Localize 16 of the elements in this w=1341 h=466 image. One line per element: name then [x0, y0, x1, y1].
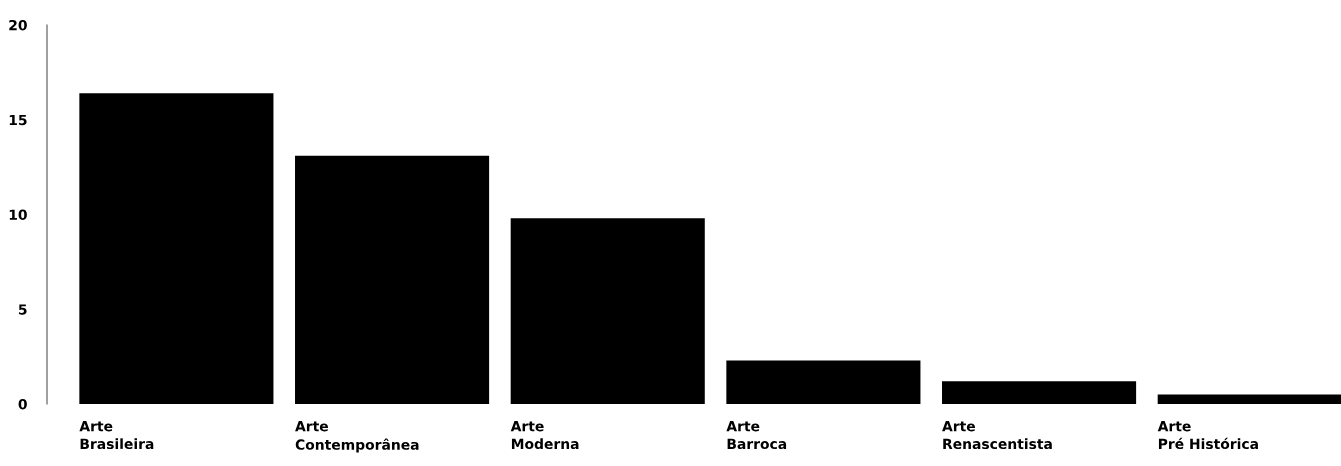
y-tick-label: 10	[9, 209, 27, 220]
y-tick-label: 15	[9, 114, 27, 126]
x-tick-label: Arte Barroca	[726, 421, 787, 450]
bar	[942, 381, 1137, 404]
bar	[510, 218, 705, 404]
x-tick-label: Arte Renascentista	[942, 421, 1052, 450]
y-tick-label: 0	[18, 398, 27, 410]
x-tick-label: Arte Contemporânea	[295, 421, 419, 453]
y-tick-label: 5	[18, 304, 27, 315]
bar	[726, 360, 921, 404]
x-tick-label: Arte Moderna	[510, 421, 579, 450]
y-tick-label: 20	[9, 19, 27, 31]
x-tick-label: Arte Pré Histórica	[1157, 421, 1258, 450]
bar	[295, 155, 490, 404]
x-tick-label: Arte Brasileira	[79, 421, 154, 450]
bar	[79, 93, 274, 404]
